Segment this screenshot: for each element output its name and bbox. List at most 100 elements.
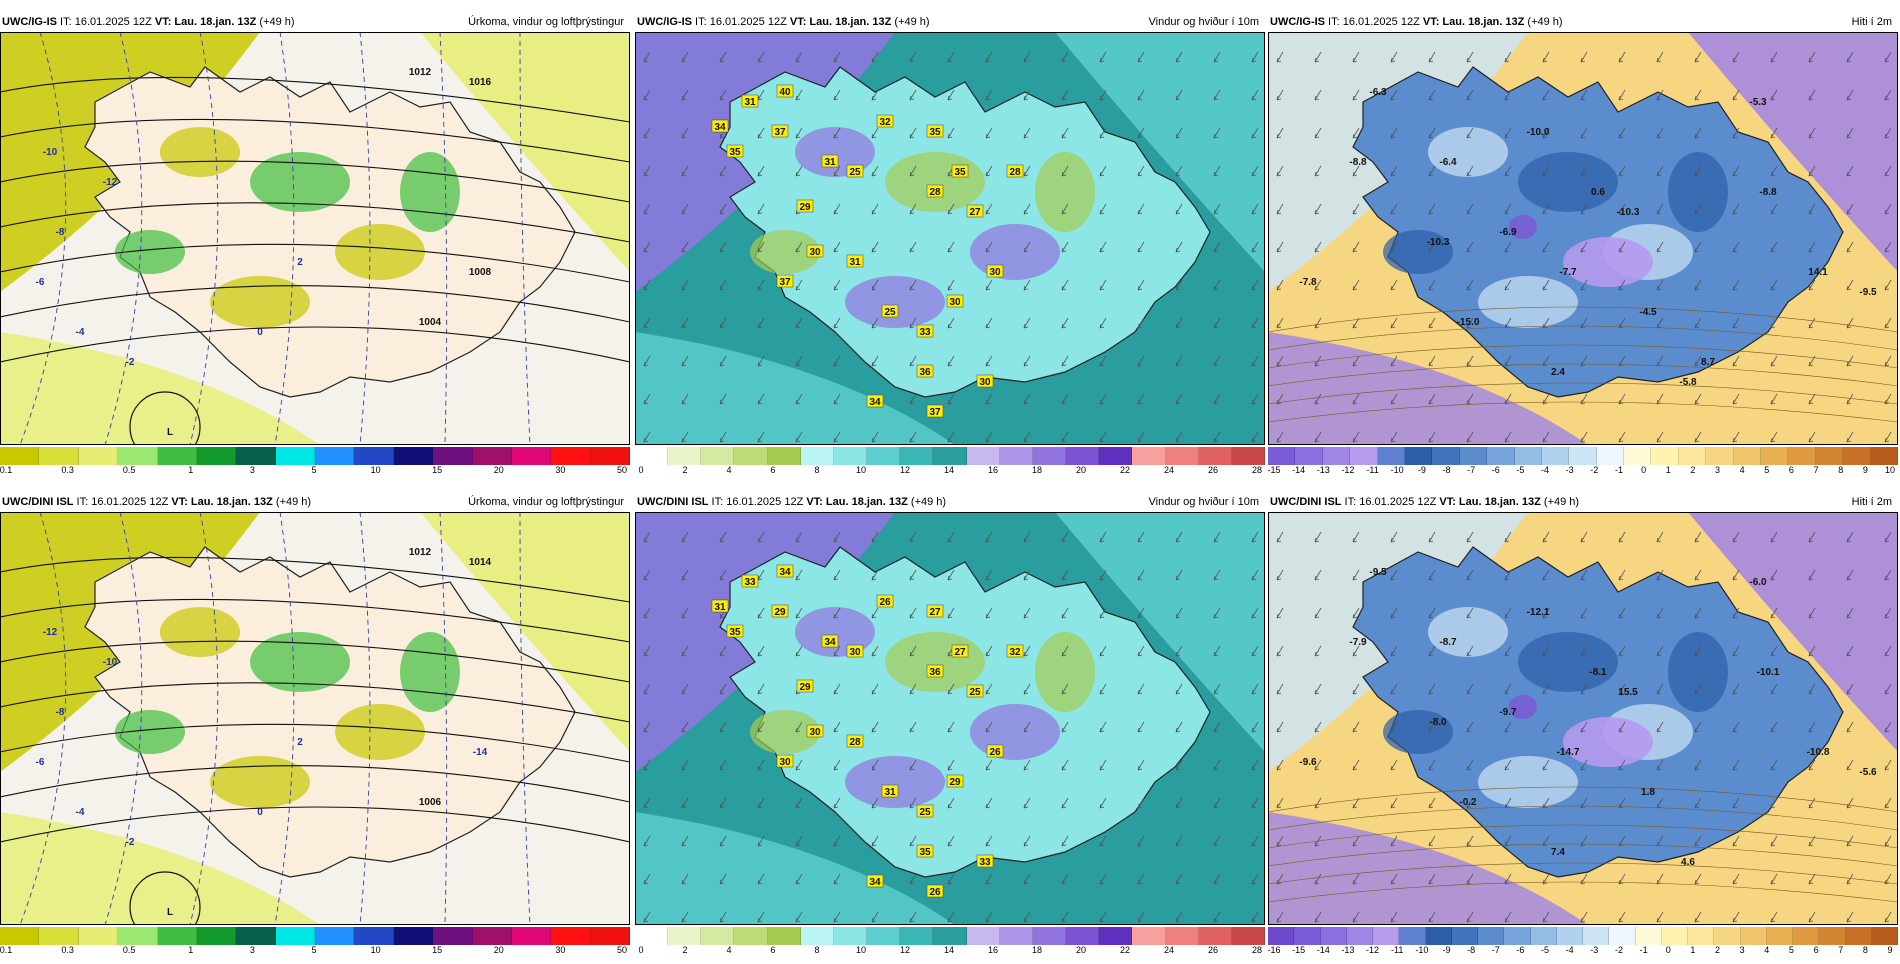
wind-arrow <box>1099 127 1107 139</box>
colorbar-cell <box>354 447 394 465</box>
colorbar-cell <box>999 447 1033 465</box>
colorbar-cell <box>1504 927 1531 945</box>
wind-arrow <box>643 431 651 443</box>
wind-arrow <box>643 317 651 329</box>
wind-arrow <box>1390 569 1398 581</box>
colorbar-ticks: 0 2 4 6 8 10 12 14 16 18 20 22 24 26 28 <box>635 945 1265 959</box>
issue-time: IT: 16.01.2025 12Z <box>708 496 807 508</box>
isobar <box>0 160 630 203</box>
colorbar-tick-label: 1 <box>188 945 194 955</box>
gust-label: 37 <box>929 407 941 418</box>
colorbar-cell <box>78 927 119 945</box>
wind-arrow <box>1884 51 1892 63</box>
wind-arrow <box>833 721 841 733</box>
wind-arrow <box>757 431 765 443</box>
wind-arrow <box>1276 645 1284 657</box>
wind-arrow <box>1314 51 1322 63</box>
wind-arrow <box>1618 165 1626 177</box>
wind-arrow <box>757 683 765 695</box>
colorbar-cell <box>1346 927 1373 945</box>
wind-arrow <box>833 355 841 367</box>
colorbar-tick-label: 3 <box>1739 945 1745 955</box>
colorbar-tick-label: 2 <box>1715 945 1721 955</box>
wind-arrow <box>1808 531 1816 543</box>
wind-arrow <box>681 431 689 443</box>
wind-arrow <box>1884 721 1892 733</box>
wind-arrow <box>1694 607 1702 619</box>
gust-label: 35 <box>929 127 941 138</box>
colorbar-tick-label: 0 <box>638 945 644 955</box>
colorbar <box>0 927 630 945</box>
wind-arrow <box>1251 51 1259 63</box>
low-pressure-ring <box>129 391 201 445</box>
wind-arrow <box>1808 759 1816 771</box>
temperature-label: 7.4 <box>1551 847 1565 858</box>
wind-arrow <box>985 431 993 443</box>
colorbar-cell <box>315 927 355 945</box>
wind-arrow <box>1618 645 1626 657</box>
wind-arrow <box>1656 279 1664 291</box>
wind-arrow <box>1846 51 1854 63</box>
gust-label: 33 <box>919 327 931 338</box>
wind-arrow <box>1808 165 1816 177</box>
model-name: UWC/DINI ISL <box>2 496 74 508</box>
wind-arrow <box>1846 355 1854 367</box>
wind-arrow <box>1694 721 1702 733</box>
wind-arrow <box>1023 569 1031 581</box>
wind-arrow <box>871 531 879 543</box>
wind-arrow <box>1061 279 1069 291</box>
wind-arrow <box>1276 317 1284 329</box>
colorbar-cell <box>1556 927 1583 945</box>
colorbar-tick-label: 7 <box>1813 465 1819 475</box>
colorbar-tick-label: -6 <box>1516 945 1525 955</box>
colorbar-cell <box>833 447 868 465</box>
wind-arrow <box>1175 127 1183 139</box>
wind-arrow <box>681 279 689 291</box>
colorbar-cell <box>472 447 512 465</box>
isobar <box>0 243 630 283</box>
gust-label: 40 <box>779 87 791 98</box>
wind-arrow <box>1618 531 1626 543</box>
wind-arrow <box>1846 911 1854 923</box>
colorbar-cell <box>635 447 669 465</box>
gust-label: 31 <box>824 157 836 168</box>
wind-arrow <box>643 873 651 885</box>
wind-arrow <box>1213 431 1221 443</box>
field-blob <box>1428 127 1508 177</box>
temperature-label: -6.0 <box>1749 577 1767 588</box>
header-left: UWC/DINI ISL IT: 16.01.2025 12Z VT: Lau.… <box>1270 494 1579 510</box>
wind-arrow <box>1314 89 1322 101</box>
field-blob <box>1668 152 1728 232</box>
colorbar-cell <box>1322 447 1351 465</box>
valid-time: Lau. 18.jan. 13Z <box>825 496 908 508</box>
model-name: UWC/DINI ISL <box>1270 496 1342 508</box>
gust-label: 32 <box>1009 647 1021 658</box>
wind-arrow <box>1023 355 1031 367</box>
colorbar-tick-label: 20 <box>493 465 504 475</box>
gust-label-box <box>926 404 944 418</box>
wind-arrow <box>1276 51 1284 63</box>
colorbar-cell <box>767 927 801 945</box>
wind-arrow <box>947 355 955 367</box>
wind-arrow <box>795 165 803 177</box>
colorbar-tick-label: 26 <box>1207 465 1219 475</box>
wind-arrow <box>1061 127 1069 139</box>
wind-arrow <box>871 89 879 101</box>
wind-arrow <box>1213 355 1221 367</box>
wind-arrow <box>1656 683 1664 695</box>
gust-label: 35 <box>954 167 966 178</box>
gust-label-box <box>846 644 864 658</box>
wind-arrow <box>1504 759 1512 771</box>
wind-arrow <box>1390 607 1398 619</box>
wind-arrow <box>1061 431 1069 443</box>
colorbar-tick-label: 14 <box>943 465 955 475</box>
colorbar-cell <box>1399 927 1426 945</box>
wind-arrow <box>1099 645 1107 657</box>
gust-label-box <box>806 244 824 258</box>
wind-arrow <box>719 431 727 443</box>
field-blob <box>750 230 820 274</box>
wind-arrow <box>833 645 841 657</box>
colorbar-tick-label: 18 <box>1031 465 1043 475</box>
colorbar-ticks: -16 -15 -14 -13 -12 -11 -10 -9 -8 -7 -6 -5 -4 -3 -2 -1 0… <box>1267 945 1898 959</box>
colorbar-tick-label: 10 <box>370 465 381 475</box>
